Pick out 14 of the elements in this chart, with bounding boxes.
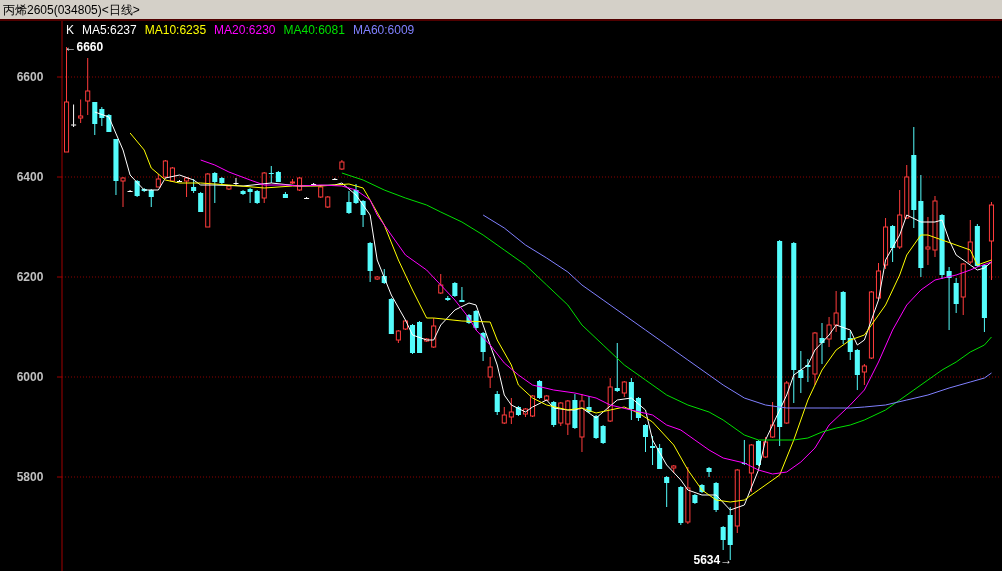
- y-tick-label: 6600: [16, 70, 44, 84]
- annotation: 5634→: [693, 553, 733, 567]
- text: MA20:6230: [214, 23, 276, 37]
- text: MA40:6081: [283, 23, 346, 37]
- chart-title: 丙烯2605(034805)<日线>: [3, 3, 140, 17]
- y-tick-label: 5800: [16, 470, 44, 484]
- y-tick-label: 6200: [16, 270, 44, 284]
- text: MA60:6009: [352, 23, 415, 37]
- legend-title: K: [66, 23, 75, 37]
- annotation: ←6660: [64, 40, 104, 54]
- text: MA5:6237: [82, 23, 138, 37]
- y-tick-label: 6000: [16, 370, 44, 384]
- text: MA10:6235: [144, 23, 207, 37]
- y-tick-label: 6400: [16, 170, 44, 184]
